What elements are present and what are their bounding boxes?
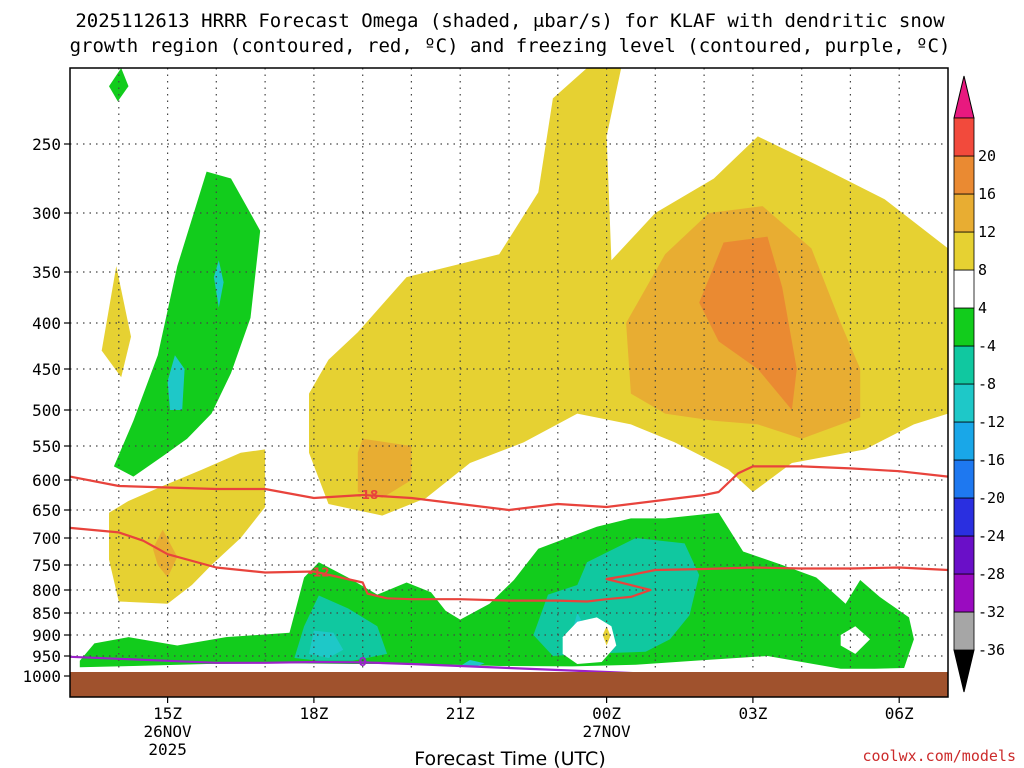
x-tick-label-06Z: 06Z — [885, 704, 914, 723]
colorbar-bin-11 — [953, 193, 975, 233]
contour-line-0 — [69, 655, 656, 676]
colorbar-label-4: -20 — [978, 489, 1005, 507]
y-tick-label-800: 800 — [32, 581, 61, 600]
y-tick-label-900: 900 — [32, 626, 61, 645]
x-tick-year-15Z: 2025 — [148, 740, 187, 759]
colorbar-label-8: -4 — [978, 337, 996, 355]
colorbar-label-2: -28 — [978, 565, 1005, 583]
colorbar-bin-12 — [953, 155, 975, 195]
x-tick-label-03Z: 03Z — [738, 704, 767, 723]
colorbar-bin-3 — [953, 497, 975, 537]
colorbar-label-3: -24 — [978, 527, 1005, 545]
ground-surface — [70, 672, 948, 697]
colorbar-top-arrow — [953, 75, 975, 119]
omega-region-7 — [113, 171, 261, 477]
omega-region-2 — [101, 266, 131, 378]
y-tick-label-1000: 1000 — [22, 667, 61, 686]
omega-region-13 — [309, 630, 344, 658]
y-tick-label-300: 300 — [32, 204, 61, 223]
y-tick-label-500: 500 — [32, 401, 61, 420]
temperature-contours: -18 -12 0 — [69, 465, 949, 676]
colorbar-label-5: -16 — [978, 451, 1005, 469]
y-tick-label-650: 650 — [32, 501, 61, 520]
y-tick-label-950: 950 — [32, 647, 61, 666]
contour-line--18 — [69, 465, 949, 512]
colorbar-bin-9 — [953, 269, 975, 309]
contour-label--18: -18 — [357, 488, 379, 502]
colorbar-bin-0 — [953, 611, 975, 651]
colorbar-label-11: 12 — [978, 223, 996, 241]
y-tick-label-700: 700 — [32, 529, 61, 548]
plot-area: -18 -12 0 — [69, 67, 949, 698]
y-tick-label-850: 850 — [32, 604, 61, 623]
y-tick-label-450: 450 — [32, 360, 61, 379]
colorbar-label-1: -32 — [978, 603, 1005, 621]
y-tick-label-600: 600 — [32, 471, 61, 490]
x-axis-label: Forecast Time (UTC) — [414, 748, 605, 768]
omega-region-5 — [357, 438, 412, 498]
y-axis-ticks: 250 300 350 400 450 500 550 600 650 700 750 800 850 9… — [22, 135, 70, 686]
chart-title-line-2: growth region (contoured, red, ºC) and f… — [70, 35, 951, 57]
colorbar-label-13: 20 — [978, 147, 996, 165]
plot-frame — [69, 67, 949, 698]
omega-region-4 — [699, 236, 797, 410]
omega-region-18 — [840, 626, 870, 654]
colorbar: -36 -32 -28 -24 -20 -16 -12 -8 -4 4 8 12 16 20 — [953, 75, 1005, 693]
colorbar-label-6: -12 — [978, 413, 1005, 431]
y-tick-label-250: 250 — [32, 135, 61, 154]
colorbar-label-7: -8 — [978, 375, 996, 393]
y-tick-label-400: 400 — [32, 314, 61, 333]
x-tick-label-18Z: 18Z — [299, 704, 328, 723]
colorbar-bin-13 — [953, 117, 975, 157]
colorbar-label-0: -36 — [978, 641, 1005, 659]
y-tick-label-750: 750 — [32, 556, 61, 575]
y-tick-label-550: 550 — [32, 437, 61, 456]
colorbar-label-10: 8 — [978, 261, 987, 279]
colorbar-bin-7 — [953, 345, 975, 385]
x-tick-date-00Z: 27NOV — [583, 722, 632, 741]
colorbar-bin-10 — [953, 231, 975, 271]
omega-region-11 — [79, 512, 914, 669]
dotted-gridlines — [70, 68, 948, 697]
colorbar-bin-8 — [953, 307, 975, 347]
x-tick-label-21Z: 21Z — [446, 704, 475, 723]
colorbar-bin-5 — [953, 421, 975, 461]
x-tick-label-15Z: 15Z — [153, 704, 182, 723]
colorbar-bottom-arrow — [953, 649, 975, 693]
credit-text: coolwx.com/models — [862, 747, 1016, 765]
colorbar-bin-1 — [953, 573, 975, 613]
colorbar-bin-2 — [953, 535, 975, 575]
y-tick-label-350: 350 — [32, 263, 61, 282]
omega-region-19 — [602, 626, 611, 646]
x-tick-date-15Z: 26NOV — [144, 722, 193, 741]
colorbar-label-9: 4 — [978, 299, 987, 317]
omega-region-8 — [167, 355, 185, 410]
x-tick-label-00Z: 00Z — [592, 704, 621, 723]
colorbar-label-12: 16 — [978, 185, 996, 203]
omega-region-10 — [109, 68, 129, 102]
contour-line--12 — [69, 526, 949, 603]
omega-region-9 — [213, 260, 224, 308]
contour-label-0: 0 — [358, 655, 366, 669]
colorbar-bin-6 — [953, 383, 975, 423]
contour-label--12: -12 — [308, 566, 330, 580]
colorbar-bin-4 — [953, 459, 975, 499]
chart-title-line-1: 2025112613 HRRR Forecast Omega (shaded, … — [75, 10, 945, 32]
omega-region-17 — [562, 617, 617, 664]
